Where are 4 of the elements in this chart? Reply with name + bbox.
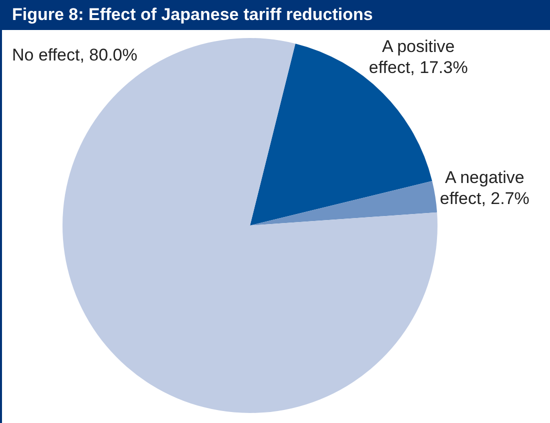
- chart-title: Figure 8: Effect of Japanese tariff reductions: [2, 0, 550, 30]
- slice-label: No effect, 80.0%: [12, 46, 138, 65]
- slice-label: A positive effect, 17.3%: [368, 37, 468, 78]
- slice-label: A negative effect, 2.7%: [440, 168, 530, 208]
